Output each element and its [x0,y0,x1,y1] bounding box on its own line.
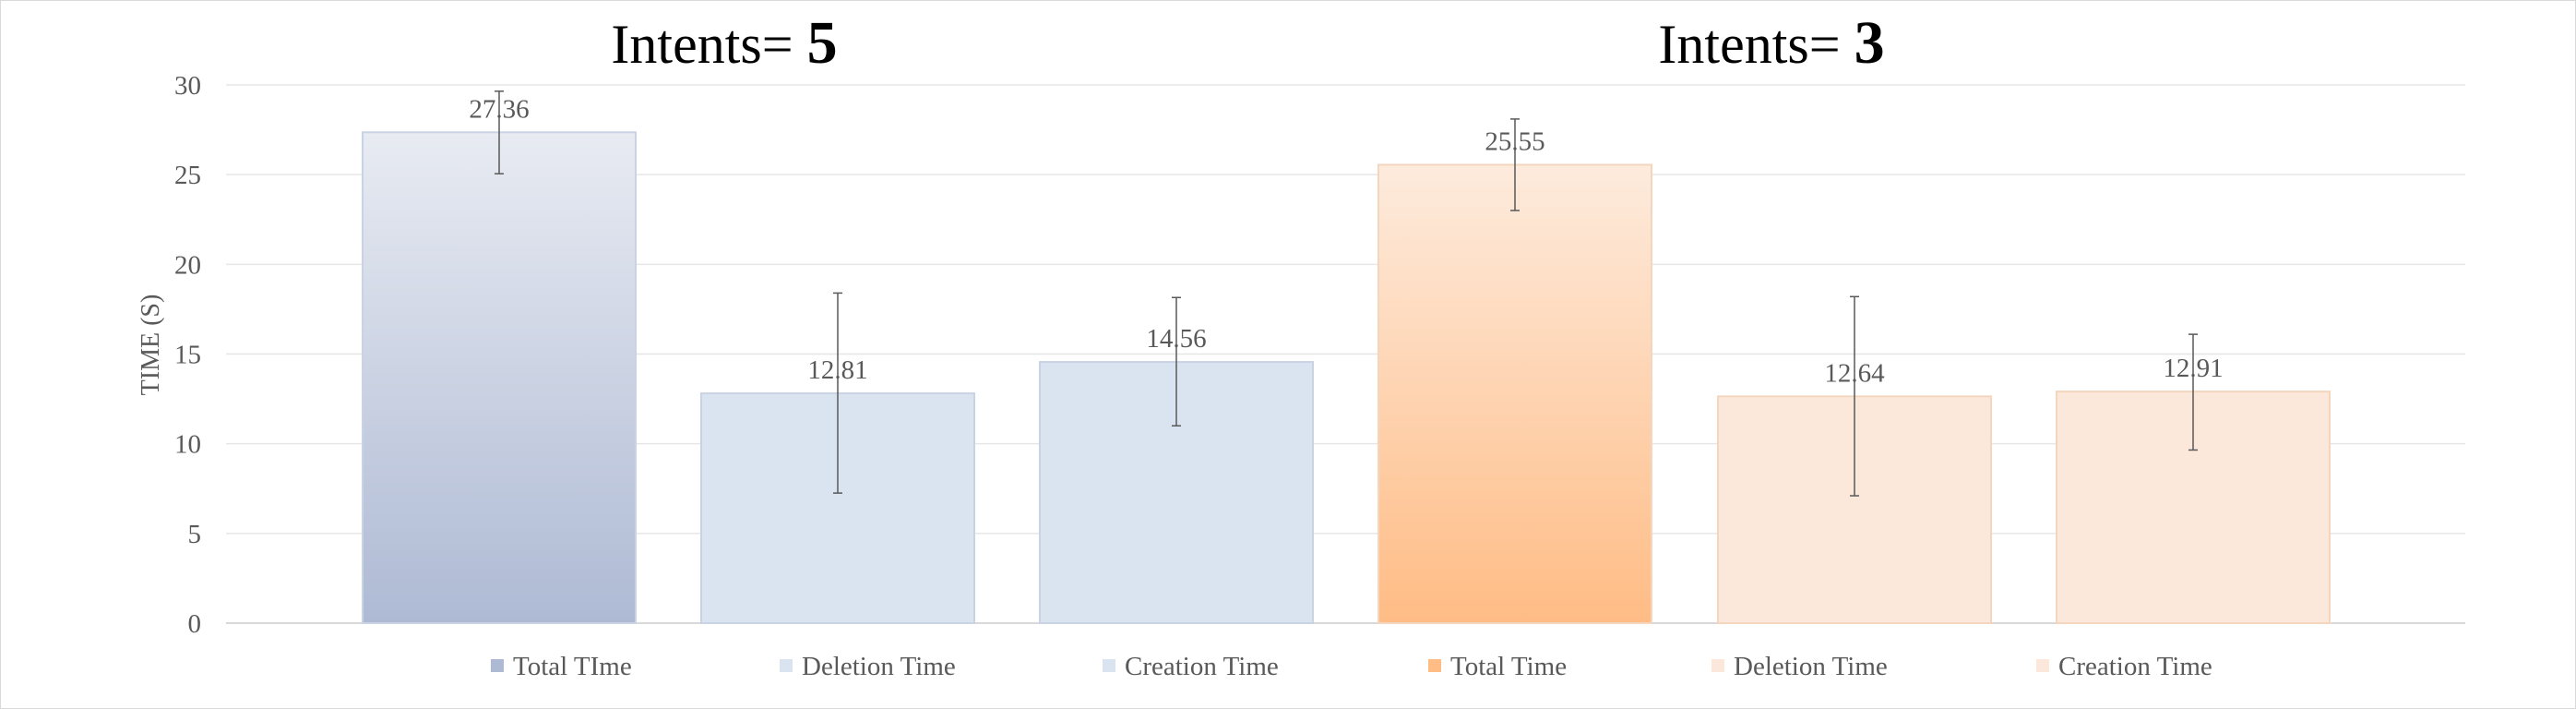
legend-swatch [1428,659,1441,672]
legend-swatch [491,659,504,672]
group-title: Intents= 3 [1658,9,1884,77]
y-tick-label: 30 [174,71,201,101]
legend-label: Creation Time [2058,652,2212,681]
legend-label: Deletion Time [1734,652,1888,681]
data-label: 12.81 [807,355,867,385]
y-tick-label: 5 [188,520,202,549]
y-tick-label: 20 [174,250,201,280]
y-tick-label: 10 [174,430,201,460]
legend-label: Total TIme [513,652,632,681]
bar-intents3-0 [1377,163,1652,624]
legend-label: Total Time [1450,652,1567,681]
data-label: 27.36 [469,94,529,124]
data-label: 12.64 [1824,358,1885,388]
y-axis-label: TIME (S) [137,294,165,396]
bar-intents5-0 [362,131,637,624]
legend-swatch [2036,659,2049,672]
data-label: 14.56 [1146,324,1206,354]
y-tick-label: 15 [174,341,201,370]
group-title: Intents= 5 [611,9,837,77]
data-label: 25.55 [1485,126,1544,156]
legend-swatch [780,659,793,672]
legend-label: Deletion Time [802,652,956,681]
y-tick-label: 25 [174,161,201,190]
data-label: 12.91 [2163,354,2223,383]
legend-swatch [1103,659,1115,672]
legend-swatch [1711,659,1724,672]
legend-label: Creation Time [1125,652,1279,681]
y-tick-label: 0 [188,609,202,639]
